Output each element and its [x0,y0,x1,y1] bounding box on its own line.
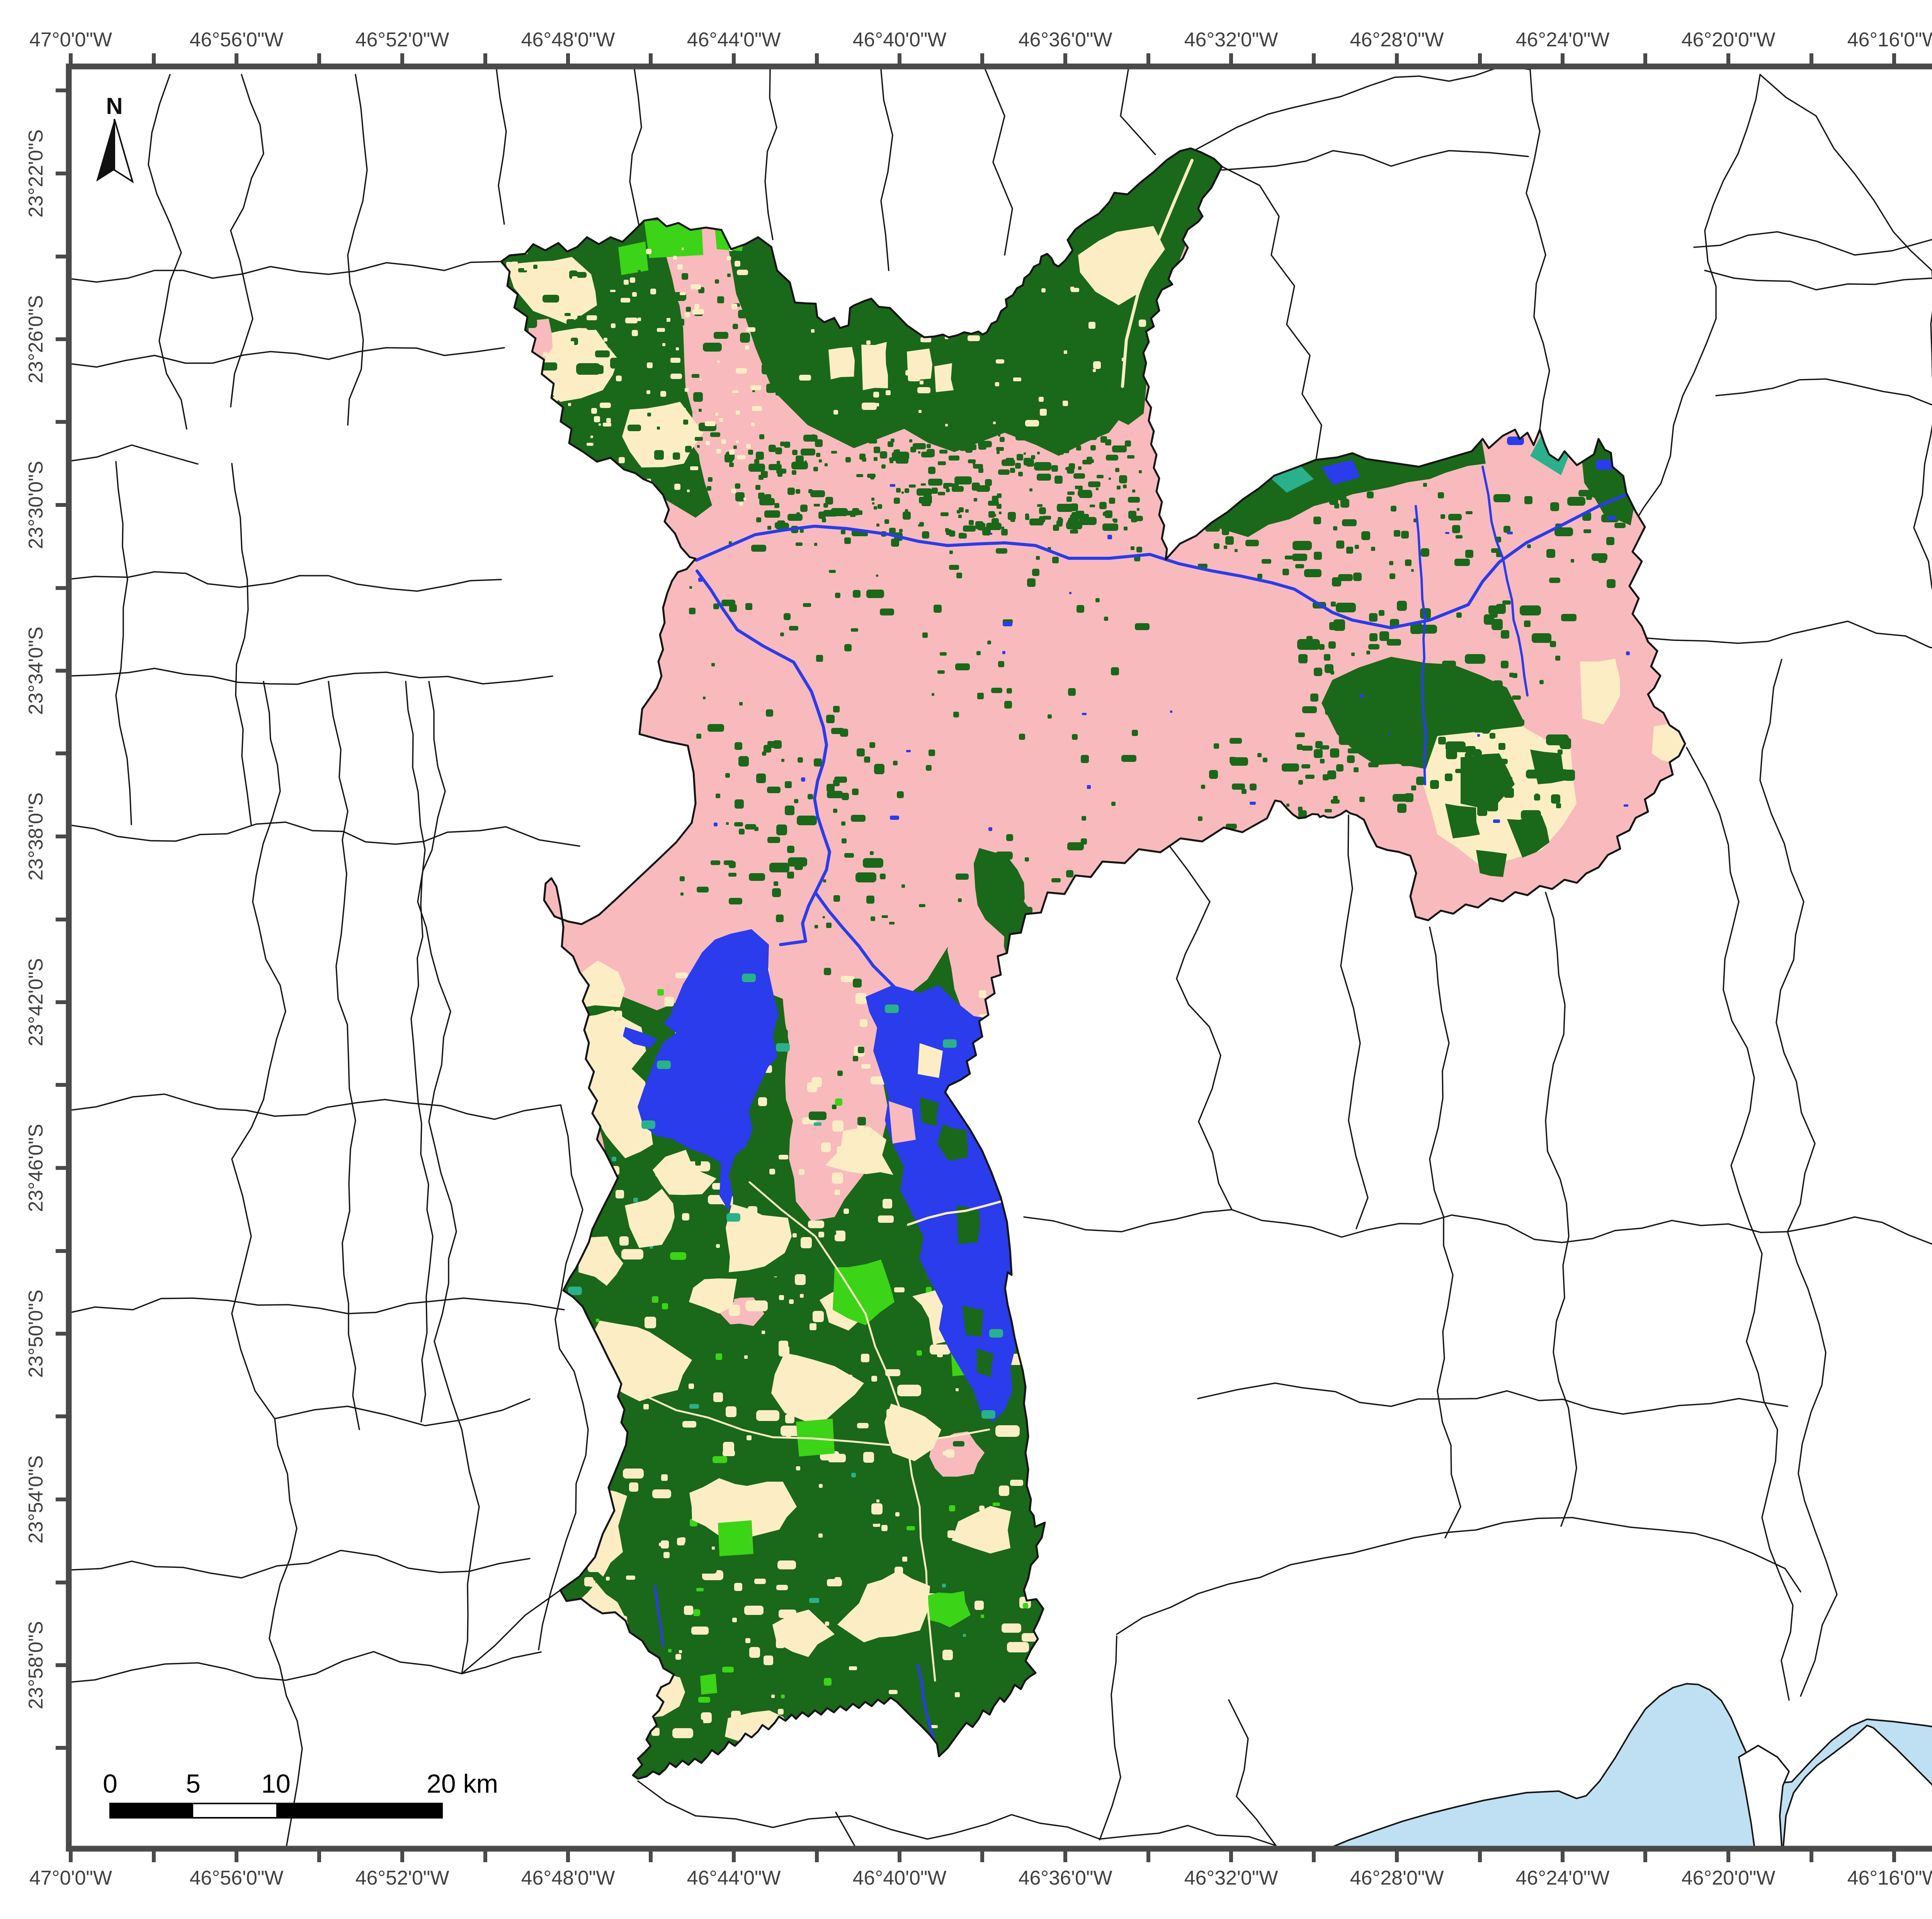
svg-text:46°24'0"W: 46°24'0"W [1516,1867,1610,1889]
svg-text:23°38'0"S: 23°38'0"S [25,792,47,880]
svg-text:46°32'0"W: 46°32'0"W [1184,29,1278,51]
svg-text:46°32'0"W: 46°32'0"W [1184,1867,1278,1889]
svg-text:46°44'0"W: 46°44'0"W [687,29,781,51]
svg-text:23°46'0"S: 23°46'0"S [25,1124,47,1212]
svg-text:23°34'0"S: 23°34'0"S [25,627,47,715]
svg-text:46°20'0"W: 46°20'0"W [1682,29,1776,51]
svg-text:46°40'0"W: 46°40'0"W [853,29,947,51]
svg-text:46°52'0"W: 46°52'0"W [355,29,449,51]
svg-text:N: N [106,93,122,119]
svg-text:10: 10 [261,1769,291,1798]
svg-text:47°0'0"W: 47°0'0"W [29,29,112,51]
svg-text:46°28'0"W: 46°28'0"W [1350,29,1444,51]
svg-text:46°16'0"W: 46°16'0"W [1847,1867,1932,1889]
svg-text:20 km: 20 km [427,1769,498,1798]
svg-text:46°56'0"W: 46°56'0"W [190,1867,284,1889]
svg-text:46°24'0"W: 46°24'0"W [1516,29,1610,51]
svg-text:46°48'0"W: 46°48'0"W [521,1867,615,1889]
svg-text:0: 0 [103,1769,117,1798]
svg-text:46°20'0"W: 46°20'0"W [1682,1867,1776,1889]
svg-text:23°42'0"S: 23°42'0"S [25,958,47,1046]
svg-text:23°26'0"S: 23°26'0"S [25,295,47,383]
svg-text:46°16'0"W: 46°16'0"W [1847,29,1932,51]
svg-text:46°52'0"W: 46°52'0"W [355,1867,449,1889]
svg-text:23°22'0"S: 23°22'0"S [25,129,47,218]
svg-text:46°40'0"W: 46°40'0"W [853,1867,947,1889]
svg-text:23°30'0"S: 23°30'0"S [25,461,47,549]
svg-text:46°48'0"W: 46°48'0"W [521,29,615,51]
svg-text:23°54'0"S: 23°54'0"S [25,1455,47,1543]
svg-text:23°58'0"S: 23°58'0"S [25,1621,47,1709]
svg-text:23°50'0"S: 23°50'0"S [25,1290,47,1378]
svg-text:5: 5 [186,1769,201,1798]
svg-text:46°44'0"W: 46°44'0"W [687,1867,781,1889]
svg-text:46°56'0"W: 46°56'0"W [190,29,284,51]
svg-text:46°36'0"W: 46°36'0"W [1019,1867,1112,1889]
svg-text:46°28'0"W: 46°28'0"W [1350,1867,1444,1889]
svg-text:47°0'0"W: 47°0'0"W [29,1867,112,1889]
svg-text:46°36'0"W: 46°36'0"W [1019,29,1112,51]
